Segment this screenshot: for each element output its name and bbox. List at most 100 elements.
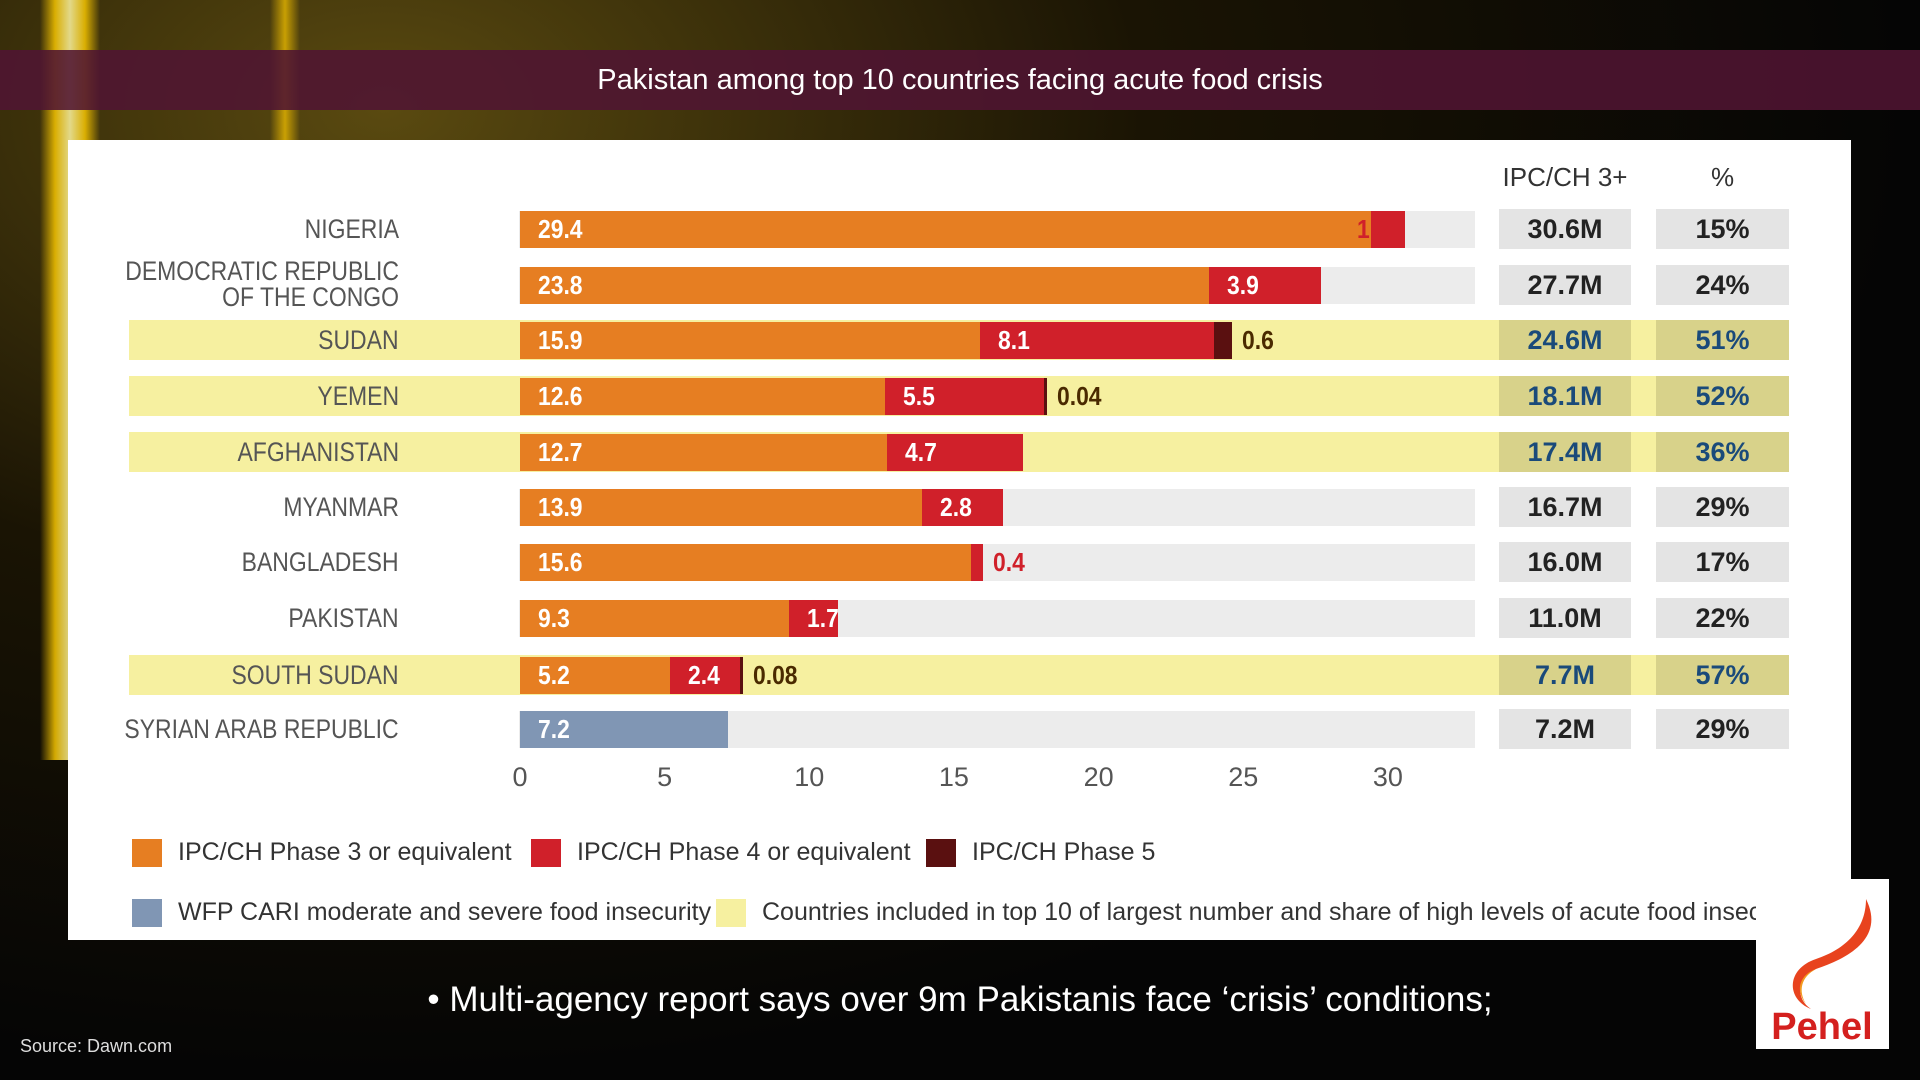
pct-value: 17% [1656, 542, 1789, 582]
header-pct: % [1710, 162, 1735, 192]
bar-value: 0.6 [1241, 325, 1274, 355]
legend-item: IPC/CH Phase 4 or equivalent [531, 838, 911, 867]
pct-value: 24% [1656, 265, 1789, 305]
legend-label: IPC/CH Phase 4 or equivalent [577, 838, 911, 866]
bar-segment [1208, 267, 1322, 304]
bar-segment [520, 434, 888, 471]
svg-text:Pehel: Pehel [1771, 1006, 1872, 1048]
x-tick: 25 [1228, 762, 1259, 792]
country-label: DEMOCRATIC REPUBLIC OF THE CONGO [125, 256, 399, 312]
source: Source: Dawn.com [20, 1036, 173, 1056]
x-tick: 15 [938, 762, 969, 792]
ipc-value: 17.4M [1499, 432, 1631, 472]
bar-segment [520, 267, 1209, 304]
country-label: BANGLADESH [242, 547, 399, 577]
pct-value: 15% [1656, 209, 1789, 249]
ipc-value: 16.0M [1499, 542, 1631, 582]
bar-value: 1.7 [807, 603, 839, 633]
bar-segment [520, 711, 729, 748]
bar-value: 9.3 [538, 603, 570, 633]
bar-value: 2.4 [688, 660, 721, 690]
legend-label: WFP CARI moderate and severe food insecu… [178, 898, 712, 926]
bar-value: 15.6 [538, 547, 583, 577]
bar-value: 2.8 [940, 492, 972, 522]
country-label: SYRIAN ARAB REPUBLIC [124, 714, 399, 744]
bar-value: 29.4 [538, 214, 583, 244]
headline: • Multi-agency report says over 9m Pakis… [427, 980, 1493, 1019]
ipc-value: 7.7M [1499, 655, 1631, 695]
bar-value: 0.04 [1056, 381, 1102, 411]
legend-swatch [926, 838, 956, 867]
ipc-value: 24.6M [1499, 320, 1631, 360]
bar-value: 7.2 [538, 714, 570, 744]
bar-segment [979, 322, 1215, 359]
title-bar: Pakistan among top 10 countries facing a… [0, 50, 1920, 110]
legend-item: WFP CARI moderate and severe food insecu… [132, 898, 711, 927]
legend-label: IPC/CH Phase 3 or equivalent [178, 838, 512, 866]
ipc-value: 27.7M [1499, 265, 1631, 305]
legend-item: IPC/CH Phase 3 or equivalent [132, 838, 512, 867]
bar-value: 1.2 [1356, 214, 1389, 244]
legend-swatch [716, 898, 746, 927]
country-label: SUDAN [318, 325, 399, 355]
country-label: MYANMAR [283, 492, 399, 522]
bar-segment [887, 434, 1024, 471]
country-label: NIGERIA [304, 214, 399, 244]
bar-value: 0.08 [752, 660, 798, 690]
x-tick: 5 [657, 762, 673, 792]
bar-value: 4.7 [905, 437, 938, 467]
ipc-value: 7.2M [1499, 709, 1631, 749]
country-label: PAKISTAN [288, 603, 399, 633]
bar-value: 15.9 [538, 325, 583, 355]
header-ipc: IPC/CH 3+ [1502, 162, 1628, 192]
bar-segment [520, 489, 923, 526]
country-label: AFGHANISTAN [237, 437, 399, 467]
ipc-value: 30.6M [1499, 209, 1631, 249]
bar-value: 0.4 [992, 547, 1025, 577]
x-tick: 0 [512, 762, 528, 792]
x-tick: 30 [1372, 762, 1403, 792]
legend-swatch [132, 898, 162, 927]
bar-segment [520, 544, 972, 581]
bar-value: 13.9 [538, 492, 583, 522]
bar-segment [1043, 378, 1047, 415]
bar-segment [884, 378, 1044, 415]
country-label: YEMEN [317, 381, 399, 411]
bar-segment [739, 657, 743, 694]
bar-segment [1370, 211, 1406, 248]
pehel-logo: Pehel [1756, 879, 1889, 1049]
ipc-value: 11.0M [1499, 598, 1631, 638]
legend-swatch [132, 838, 162, 867]
bar-segment [1214, 322, 1232, 359]
bar-segment [520, 600, 790, 637]
bar-value: 5.5 [902, 381, 935, 411]
bar-segment [971, 544, 983, 581]
x-tick: 10 [794, 762, 825, 792]
pct-value: 36% [1656, 432, 1789, 472]
pct-value: 57% [1656, 655, 1789, 695]
pct-value: 29% [1656, 487, 1789, 527]
legend-swatch [531, 838, 561, 867]
pct-value: 22% [1656, 598, 1789, 638]
bar-value: 12.6 [538, 381, 583, 411]
ipc-value: 18.1M [1499, 376, 1631, 416]
pct-value: 51% [1656, 320, 1789, 360]
bar-value: 12.7 [538, 437, 583, 467]
bar-value: 3.9 [1226, 270, 1259, 300]
bar-value: 5.2 [538, 660, 570, 690]
country-label: SOUTH SUDAN [231, 660, 399, 690]
bar-segment [670, 657, 740, 694]
legend-item: Countries included in top 10 of largest … [716, 898, 1808, 927]
chart-title: Pakistan among top 10 countries facing a… [597, 63, 1323, 96]
bar-value: 23.8 [538, 270, 583, 300]
bar-segment [520, 322, 980, 359]
bar-value: 8.1 [997, 325, 1030, 355]
legend-label: Countries included in top 10 of largest … [762, 898, 1809, 926]
bar-segment [520, 211, 1371, 248]
pct-value: 52% [1656, 376, 1789, 416]
bar-segment [520, 378, 885, 415]
ipc-value: 16.7M [1499, 487, 1631, 527]
bar-segment [922, 489, 1004, 526]
legend-label: IPC/CH Phase 5 [972, 838, 1156, 866]
bar-segment [520, 657, 671, 694]
